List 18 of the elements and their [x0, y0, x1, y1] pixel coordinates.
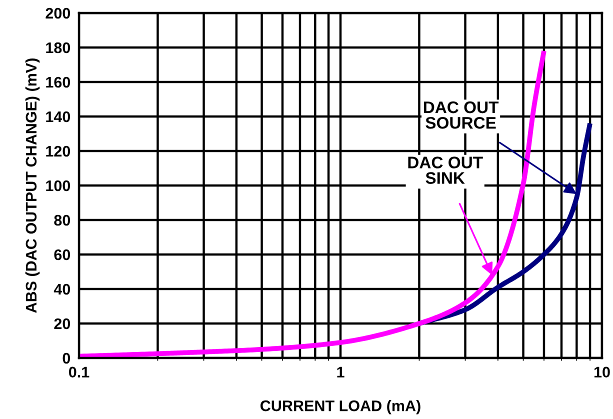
- y-tick-label: 120: [46, 146, 70, 157]
- y-tick-label: 0: [62, 352, 70, 364]
- y-tick-label: 80: [54, 214, 70, 226]
- y-tick-label: 200: [46, 8, 70, 19]
- x-tick-label: 10: [594, 366, 610, 378]
- y-tick-label: 100: [46, 180, 70, 192]
- x-tick-label: 1: [337, 366, 344, 378]
- y-tick-label: 20: [54, 318, 70, 330]
- y-tick-label: 160: [46, 76, 70, 88]
- annotation: DAC OUT SOURCE: [424, 101, 499, 129]
- y-tick-label: 60: [54, 249, 70, 260]
- x-axis-title: CURRENT LOAD (mA): [260, 400, 420, 414]
- y-tick-label: 180: [46, 42, 70, 54]
- x-tick-label: 0.1: [68, 366, 90, 378]
- y-axis-title: ABS (DAC OUTPUT CHANGE) (mV): [25, 58, 40, 313]
- annotation: DAC OUT SINK: [408, 156, 483, 184]
- y-tick-label: 140: [46, 111, 70, 122]
- y-tick-label: 40: [54, 284, 70, 295]
